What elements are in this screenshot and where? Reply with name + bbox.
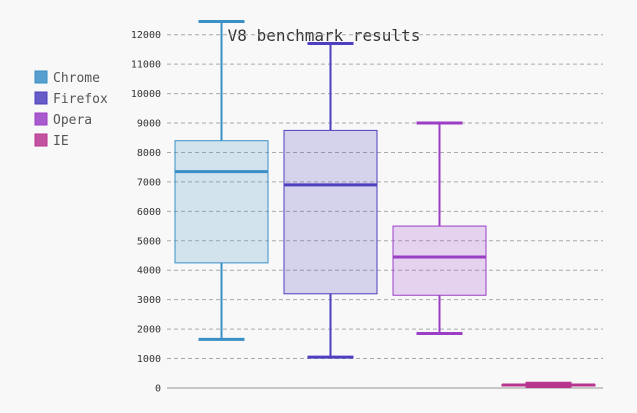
legend-label-ie: IE: [53, 134, 69, 149]
box-opera[interactable]: [392, 121, 487, 336]
legend-swatch-opera: [34, 112, 48, 126]
y-axis: 0 1000 2000 3000 4000 5000 6000 7000 8000 9000 100…: [131, 30, 161, 394]
y-tick-label-1000: 1000: [137, 354, 161, 365]
y-tick-label-12000: 12000: [131, 30, 161, 41]
legend-label-opera: Opera: [53, 113, 92, 128]
legend-label-chrome: Chrome: [53, 71, 100, 86]
box-iqr-firefox: [283, 129, 378, 295]
grid-lines: [167, 34, 603, 389]
legend-swatch-ie: [34, 133, 48, 147]
y-tick-label-2000: 2000: [137, 325, 161, 336]
legend: Chrome Firefox Opera IE: [34, 70, 108, 149]
legend-swatch-chrome: [34, 70, 48, 84]
box-ie[interactable]: [501, 381, 596, 389]
y-tick-label-9000: 9000: [137, 119, 161, 130]
box-chrome[interactable]: [174, 19, 269, 341]
y-tick-label-6000: 6000: [137, 207, 161, 218]
y-tick-label-0: 0: [155, 384, 161, 395]
y-tick-label-4000: 4000: [137, 266, 161, 277]
boxes: [174, 19, 596, 389]
chart-title: V8 benchmark results: [228, 26, 421, 45]
box-iqr-opera: [392, 225, 487, 296]
legend-item-ie[interactable]: IE: [34, 133, 69, 149]
legend-item-opera[interactable]: Opera: [34, 112, 92, 128]
legend-label-firefox: Firefox: [53, 92, 108, 107]
y-tick-label-7000: 7000: [137, 177, 161, 188]
box-iqr-chrome: [174, 140, 269, 264]
legend-swatch-firefox: [34, 91, 48, 105]
y-tick-label-8000: 8000: [137, 148, 161, 159]
box-firefox[interactable]: [283, 42, 378, 359]
y-tick-label-5000: 5000: [137, 236, 161, 247]
legend-item-firefox[interactable]: Firefox: [34, 91, 108, 107]
y-tick-label-11000: 11000: [131, 60, 161, 71]
legend-item-chrome[interactable]: Chrome: [34, 70, 100, 86]
y-tick-label-10000: 10000: [131, 89, 161, 100]
y-tick-label-3000: 3000: [137, 295, 161, 306]
